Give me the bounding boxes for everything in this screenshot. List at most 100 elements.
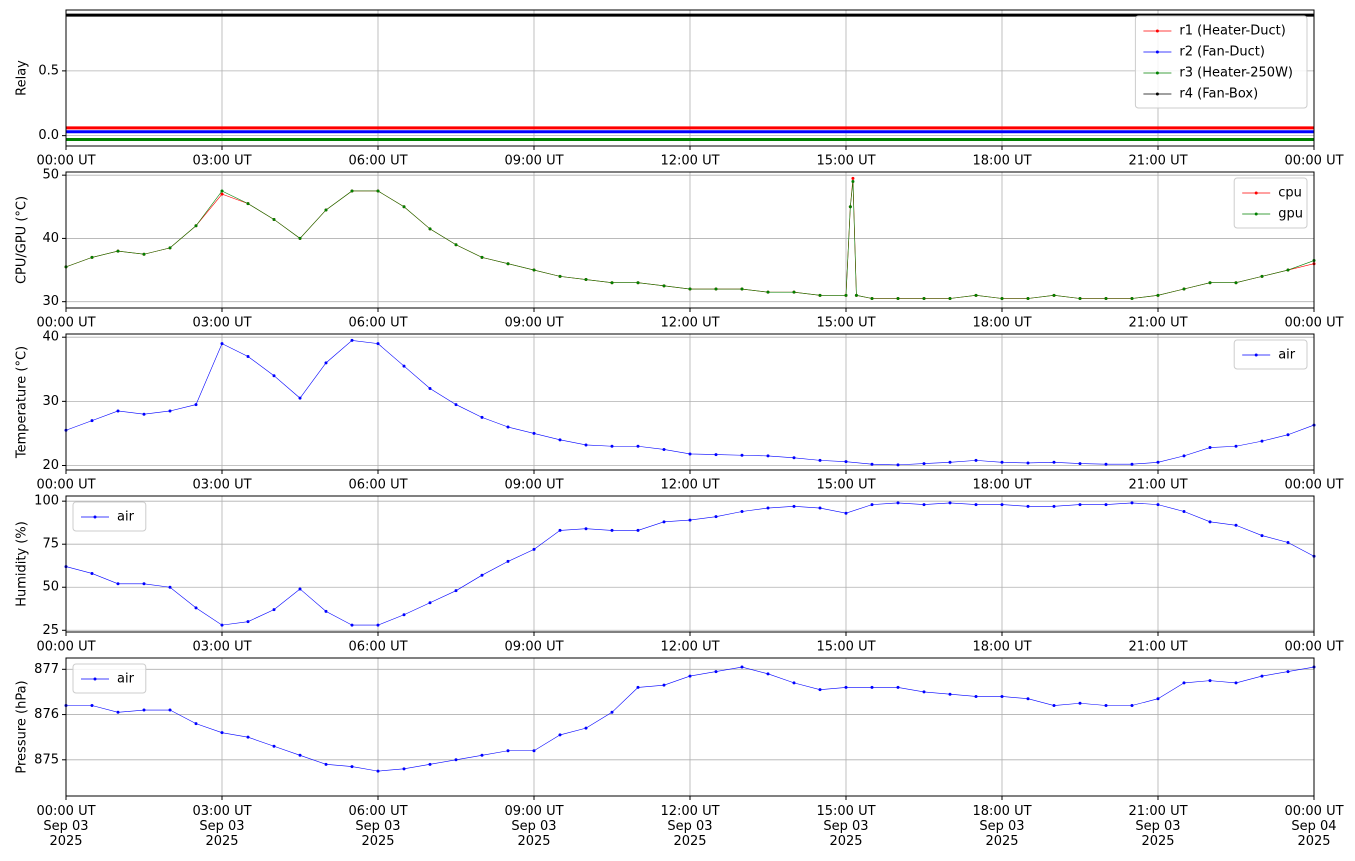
data-point [116,249,120,253]
data-point [974,694,978,698]
data-point [662,683,666,687]
data-point [1286,540,1290,544]
legend-label: gpu [1278,207,1303,222]
data-point [454,403,458,407]
data-point [350,338,354,342]
data-point [1130,462,1134,466]
data-point [480,415,484,419]
y-tick-label: 50 [42,580,59,595]
data-point [1156,697,1160,701]
data-point [584,726,588,730]
x-tick-label: 12:00 UT [660,640,719,655]
plot-frame [65,9,1315,147]
legend-marker [93,677,97,681]
x-tick-label: 09:00 UT Sep 03 2025 [504,804,563,849]
data-point [896,685,900,689]
data-point [220,623,224,627]
data-point [1208,446,1212,450]
data-point [350,623,354,627]
data-point [506,425,510,429]
data-point [428,387,432,391]
data-point [922,503,926,507]
data-point [324,361,328,365]
data-point [402,205,406,209]
data-point [558,733,562,737]
data-point [454,758,458,762]
data-point [532,749,536,753]
legend-marker [1254,191,1258,195]
data-point [220,189,224,193]
data-point [194,722,198,726]
data-point [480,573,484,577]
y-tick-label: 0.5 [38,63,59,78]
data-point [848,205,852,209]
data-point [532,431,536,435]
y-tick-label: 877 [34,662,59,677]
data-point [870,462,874,466]
x-tick-label: 18:00 UT [972,316,1031,331]
data-point [168,708,172,712]
data-point [116,710,120,714]
y-tick-label: 20 [42,458,59,473]
panel: 00:00 UT 03:00 UT 06:00 UT 09:00 UT 12:00 UT… [15,494,1344,655]
data-point [1052,504,1056,508]
x-tick-label: 06:00 UT [348,154,407,169]
data-point [1130,297,1134,301]
data-point [116,409,120,413]
data-point [1260,274,1264,278]
legend-label: r1 (Heater-Duct) [1179,24,1285,39]
data-point [688,452,692,456]
data-point [636,528,640,532]
data-point [454,589,458,593]
data-point [298,587,302,591]
data-point [688,518,692,522]
data-point [636,444,640,448]
data-point [350,765,354,769]
data-point [1026,297,1030,301]
x-tick-label: 21:00 UT [1128,316,1187,331]
x-tick-label: 00:00 UT [36,640,95,655]
data-point [974,503,978,507]
x-tick-label: 18:00 UT [972,154,1031,169]
x-tick-label: 00:00 UT Sep 03 2025 [36,804,95,849]
data-point [792,456,796,460]
x-tick-label: 21:00 UT [1128,640,1187,655]
data-point [844,293,848,297]
x-tick-label: 09:00 UT [504,478,563,493]
x-tick-label: 06:00 UT Sep 03 2025 [348,804,407,849]
data-point [854,293,858,297]
data-point [818,293,822,297]
y-axis-label: Relay [15,60,30,96]
data-point [610,710,614,714]
data-point [246,202,250,206]
data-point [851,179,855,183]
x-tick-label: 00:00 UT [1284,154,1343,169]
legend-box [72,501,147,532]
x-tick-label: 00:00 UT [36,154,95,169]
data-point [714,670,718,674]
data-point [1026,461,1030,465]
data-point [636,281,640,285]
panel: 00:00 UT 03:00 UT 06:00 UT 09:00 UT 12:00 UT… [15,168,1344,331]
data-point [948,501,952,505]
data-point [844,685,848,689]
data-point [688,287,692,291]
x-tick-label: 21:00 UT [1128,478,1187,493]
data-point [1234,681,1238,685]
data-point [1156,503,1160,507]
data-point [584,527,588,531]
data-point [1234,523,1238,527]
data-point [792,290,796,294]
data-point [610,528,614,532]
data-point [714,287,718,291]
data-point [298,396,302,400]
x-tick-label: 06:00 UT [348,478,407,493]
legend-label: air [117,510,135,525]
data-point [1260,439,1264,443]
plot-frame [65,171,1315,309]
data-point [584,278,588,282]
x-tick-label: 18:00 UT Sep 03 2025 [972,804,1031,849]
data-point [1130,704,1134,708]
x-tick-label: 03:00 UT Sep 03 2025 [192,804,251,849]
